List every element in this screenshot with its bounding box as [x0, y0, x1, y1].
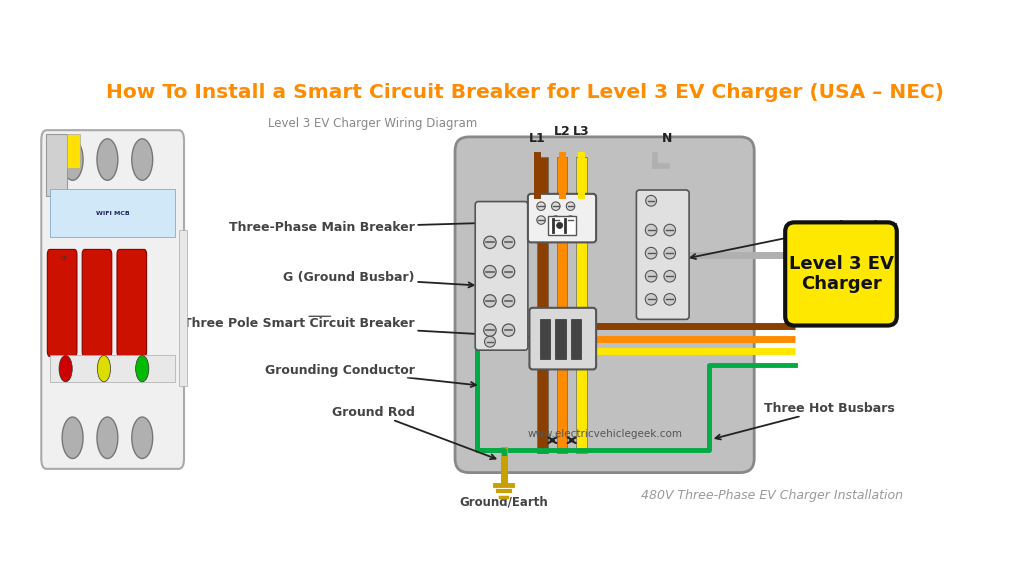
FancyBboxPatch shape — [82, 249, 112, 357]
Circle shape — [664, 294, 676, 305]
FancyBboxPatch shape — [117, 249, 146, 357]
Circle shape — [483, 236, 496, 248]
Text: L1: L1 — [528, 132, 546, 145]
Bar — [540, 319, 550, 359]
Text: Level 3 EV
Charger: Level 3 EV Charger — [788, 255, 893, 293]
Circle shape — [645, 271, 657, 282]
Circle shape — [664, 224, 676, 236]
Circle shape — [97, 139, 118, 180]
Bar — [46, 134, 68, 196]
Circle shape — [135, 355, 148, 382]
Circle shape — [664, 247, 676, 259]
Circle shape — [645, 224, 657, 236]
Circle shape — [664, 271, 676, 282]
Text: Ground/Earth: Ground/Earth — [460, 496, 548, 509]
Circle shape — [645, 247, 657, 259]
FancyBboxPatch shape — [475, 202, 528, 350]
Text: www.electricvehiclegeek.com: www.electricvehiclegeek.com — [527, 429, 682, 439]
Bar — [50, 189, 175, 237]
Text: WIFI MCB: WIFI MCB — [96, 211, 129, 215]
Circle shape — [557, 222, 563, 229]
Circle shape — [503, 266, 515, 278]
Bar — [548, 216, 575, 234]
Circle shape — [646, 195, 656, 206]
Text: Three-Phase Main Breaker: Three-Phase Main Breaker — [229, 219, 526, 234]
Circle shape — [132, 139, 153, 180]
Text: Three Hot Busbars: Three Hot Busbars — [716, 402, 894, 439]
Text: Ground Rod: Ground Rod — [332, 406, 496, 459]
FancyBboxPatch shape — [41, 130, 184, 469]
Circle shape — [552, 216, 560, 224]
Circle shape — [503, 295, 515, 307]
Text: N: N — [662, 132, 672, 145]
Text: CE: CE — [60, 256, 68, 260]
Text: L2: L2 — [554, 124, 570, 138]
Circle shape — [97, 417, 118, 458]
Text: How To Install a Smart Circuit Breaker for Level 3 EV Charger (USA – NEC): How To Install a Smart Circuit Breaker f… — [105, 84, 944, 103]
Circle shape — [97, 355, 111, 382]
Circle shape — [62, 417, 83, 458]
Bar — [570, 319, 582, 359]
Bar — [68, 134, 80, 168]
Circle shape — [483, 324, 496, 336]
Text: 480V Three-Phase EV Charger Installation: 480V Three-Phase EV Charger Installation — [641, 489, 903, 502]
Bar — [557, 157, 567, 453]
Circle shape — [537, 202, 546, 210]
Circle shape — [503, 324, 515, 336]
FancyBboxPatch shape — [47, 249, 77, 357]
Text: Three Pole Smart Circuit Breaker: Three Pole Smart Circuit Breaker — [183, 317, 527, 339]
Circle shape — [483, 266, 496, 278]
Text: Level 3 EV Charger Wiring Diagram: Level 3 EV Charger Wiring Diagram — [267, 118, 477, 130]
FancyBboxPatch shape — [785, 222, 897, 325]
Bar — [555, 319, 566, 359]
FancyBboxPatch shape — [455, 137, 755, 472]
Circle shape — [59, 355, 73, 382]
Circle shape — [132, 417, 153, 458]
FancyBboxPatch shape — [528, 194, 596, 242]
Bar — [538, 157, 548, 453]
Circle shape — [483, 295, 496, 307]
Circle shape — [566, 202, 574, 210]
Bar — [179, 230, 187, 386]
Circle shape — [645, 294, 657, 305]
FancyBboxPatch shape — [529, 308, 596, 369]
Circle shape — [484, 336, 496, 347]
Text: L3: L3 — [573, 124, 590, 138]
Circle shape — [503, 236, 515, 248]
Circle shape — [537, 216, 546, 224]
Bar — [50, 355, 175, 382]
Bar — [575, 157, 587, 453]
Text: Neutral Busbar: Neutral Busbar — [691, 219, 897, 259]
Circle shape — [62, 139, 83, 180]
Text: G (Ground Busbar): G (Ground Busbar) — [284, 271, 473, 287]
Circle shape — [552, 202, 560, 210]
FancyBboxPatch shape — [636, 190, 689, 319]
Circle shape — [566, 216, 574, 224]
Text: Grounding Conductor: Grounding Conductor — [265, 363, 476, 387]
